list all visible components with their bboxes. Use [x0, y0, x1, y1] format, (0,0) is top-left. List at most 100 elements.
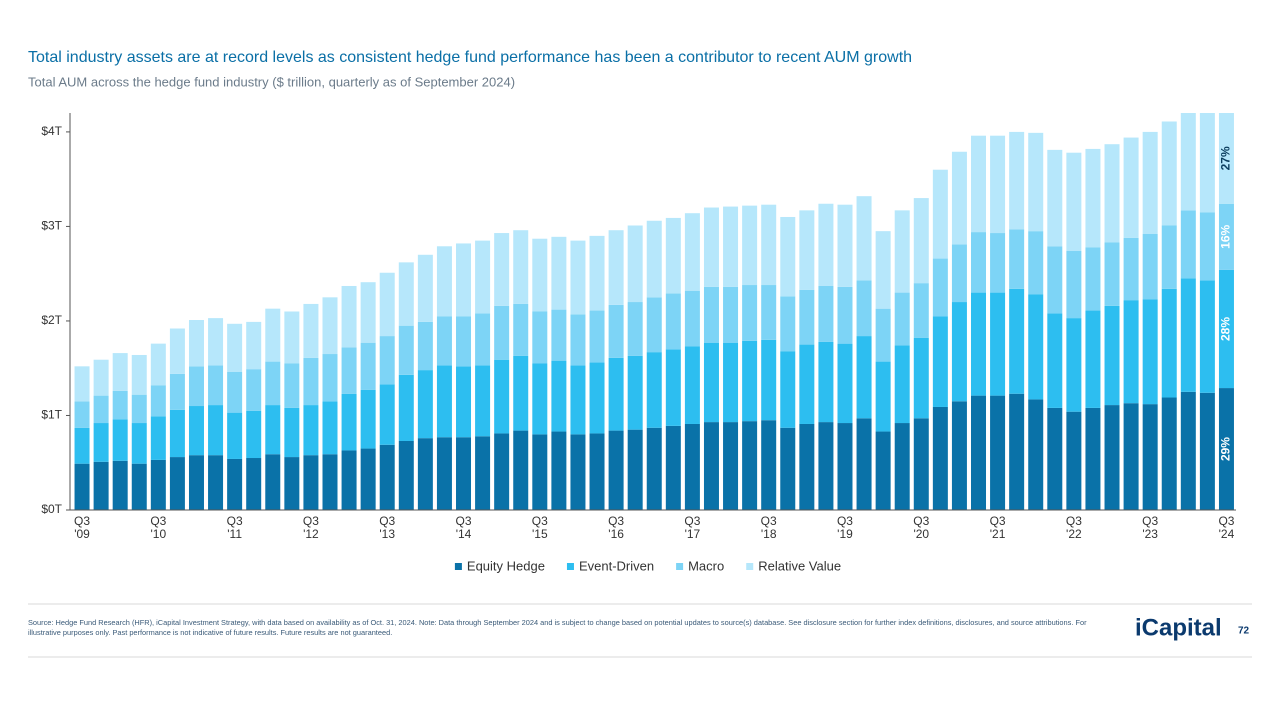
x-tick-label: Q3'12: [303, 514, 319, 541]
bar-segment: [971, 135, 987, 233]
bar-segment: [723, 342, 739, 423]
bar-segment: [131, 354, 147, 395]
bar-segment: [169, 328, 185, 374]
bar-segment: [456, 366, 472, 438]
bar-segment: [265, 361, 281, 406]
bar-segment: [1104, 144, 1120, 243]
bar-segment: [1218, 203, 1234, 270]
bar-segment: [742, 421, 758, 510]
bar-segment: [417, 254, 433, 322]
bar-segment: [570, 314, 586, 366]
bar-segment: [932, 258, 948, 317]
bar-segment: [951, 244, 967, 303]
bar-segment: [513, 303, 529, 356]
bar-segment: [913, 283, 929, 338]
bar-segment: [684, 346, 700, 424]
bar-segment: [1180, 210, 1196, 279]
bar-segment: [799, 289, 815, 345]
bar-segment: [1218, 388, 1234, 510]
bar-segment: [246, 369, 262, 411]
bar-segment: [169, 373, 185, 410]
bar-segment: [494, 433, 510, 510]
bar-segment: [703, 286, 719, 343]
bar-segment: [856, 280, 872, 337]
bar-segment: [742, 205, 758, 286]
bar-segment: [608, 304, 624, 358]
legend-label: Equity Hedge: [467, 558, 545, 573]
bar-segment: [208, 365, 224, 406]
bar-segment: [494, 305, 510, 360]
bar-segment: [1085, 247, 1101, 311]
bar-segment: [1161, 121, 1177, 226]
bar-segment: [1142, 299, 1158, 405]
bar-segment: [742, 340, 758, 422]
bar-segment: [436, 246, 452, 317]
bar-segment: [169, 457, 185, 510]
bar-segment: [322, 401, 338, 455]
bar-segment: [1047, 246, 1063, 314]
x-tick-label: Q3'24: [1218, 514, 1234, 541]
bar-segment: [1180, 113, 1196, 211]
bar-segment: [532, 238, 548, 312]
bar-segment: [627, 225, 643, 303]
x-tick-label: Q3'22: [1066, 514, 1082, 541]
bar-segment: [1009, 229, 1025, 289]
bar-segment: [971, 232, 987, 293]
bar-segment: [74, 463, 90, 510]
bar-segment: [570, 240, 586, 315]
bar-segment: [589, 362, 605, 434]
bar-segment: [322, 297, 338, 355]
bar-segment: [856, 336, 872, 419]
share-label: 28%: [1219, 317, 1233, 341]
bar-segment: [322, 354, 338, 402]
bar-segment: [513, 355, 529, 431]
bar-segment: [284, 457, 300, 510]
bar-segment: [761, 420, 777, 510]
bar-segment: [1066, 152, 1082, 252]
bar-segment: [475, 240, 491, 314]
bar-segment: [646, 297, 662, 353]
bar-segment: [971, 395, 987, 510]
bar-segment: [703, 207, 719, 287]
bar-segment: [894, 345, 910, 424]
bar-segment: [799, 344, 815, 424]
bar-segment: [761, 285, 777, 340]
bar-segment: [913, 198, 929, 284]
legend-swatch: [454, 563, 462, 570]
bar-segment: [1123, 137, 1139, 238]
bar-segment: [837, 286, 853, 344]
bar-segment: [513, 230, 529, 304]
bar-segment: [303, 357, 319, 406]
bar-segment: [1161, 225, 1177, 289]
bar-segment: [971, 292, 987, 396]
bar-segment: [360, 448, 376, 510]
bar-segment: [1009, 288, 1025, 394]
bar-segment: [208, 455, 224, 510]
bar-segment: [1180, 278, 1196, 392]
bar-segment: [456, 437, 472, 510]
bar-segment: [398, 374, 414, 441]
bar-segment: [265, 405, 281, 455]
bar-segment: [1161, 288, 1177, 398]
share-label: 29%: [1219, 437, 1233, 461]
bar-segment: [856, 418, 872, 510]
bar-segment: [131, 394, 147, 424]
y-tick-label: $2T: [41, 313, 62, 327]
bar-segment: [589, 310, 605, 363]
bar-segment: [1009, 131, 1025, 230]
bar-segment: [894, 210, 910, 293]
bar-segment: [188, 320, 204, 367]
legend-swatch: [676, 563, 684, 570]
bar-segment: [74, 427, 90, 464]
bar-segment: [360, 342, 376, 390]
bar-segment: [417, 370, 433, 439]
bar-segment: [818, 285, 834, 342]
bar-segment: [665, 349, 681, 426]
bar-segment: [1085, 310, 1101, 408]
bar-segment: [608, 230, 624, 305]
bar-segment: [1028, 294, 1044, 400]
bar-segment: [646, 427, 662, 510]
bar-segment: [990, 292, 1006, 396]
bar-segment: [990, 233, 1006, 293]
